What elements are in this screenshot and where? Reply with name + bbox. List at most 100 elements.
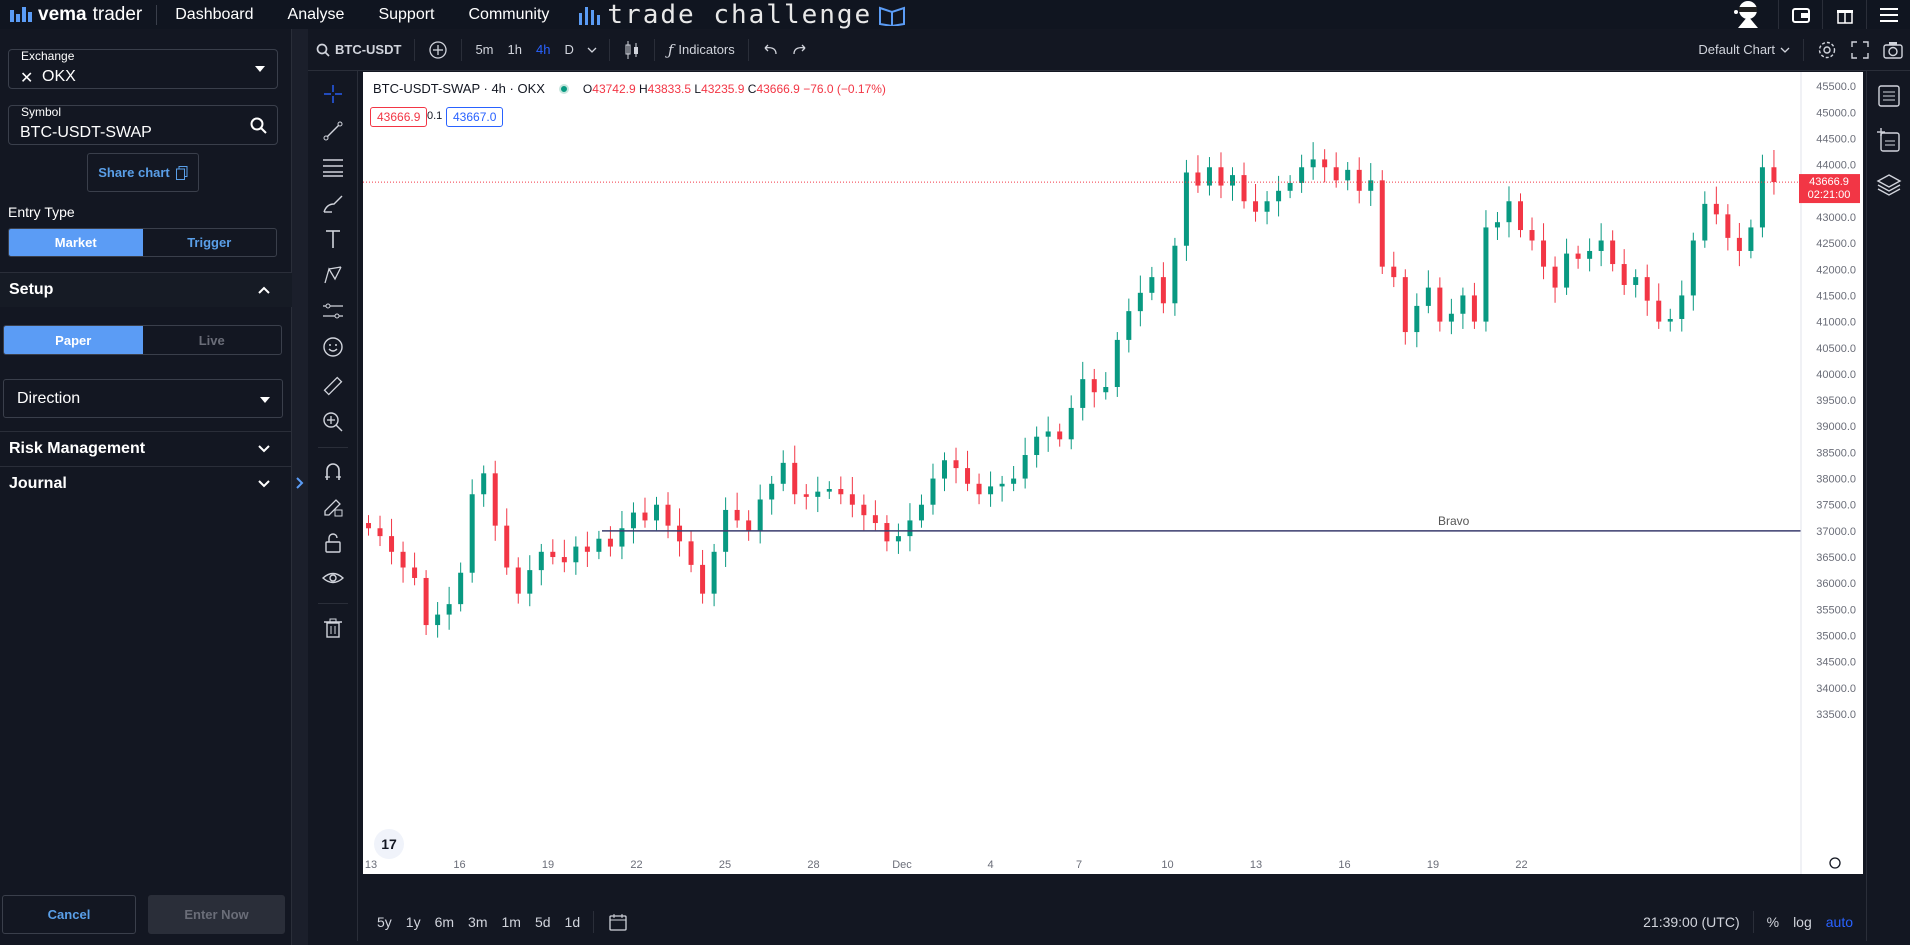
trade-challenge-logo[interactable]: trade challenge (579, 0, 906, 30)
candle-body (527, 570, 533, 594)
add-alert-list-icon[interactable] (1876, 128, 1902, 154)
redo-button[interactable] (792, 44, 808, 56)
sell-price-box[interactable]: 43666.9 (370, 107, 428, 127)
journal-section-header[interactable]: Journal (0, 466, 292, 501)
nav-analyse[interactable]: Analyse (287, 5, 345, 23)
auto-scale-toggle[interactable]: auto (1825, 914, 1853, 930)
crosshair-tool-icon[interactable] (321, 82, 345, 106)
risk-section-header[interactable]: Risk Management (0, 431, 292, 466)
nav-community[interactable]: Community (468, 5, 550, 23)
snapshot-button[interactable] (1883, 41, 1903, 59)
copy-icon (175, 165, 188, 180)
candle-body (1034, 436, 1040, 456)
price-axis[interactable]: 33500.0 34000.0 34500.0 35000.0 35500.0 36000… (1800, 72, 1856, 874)
lock-drawing-pencil-icon[interactable] (321, 495, 345, 519)
log-scale-toggle[interactable]: log (1793, 914, 1812, 930)
brush-tool-icon[interactable] (321, 191, 345, 215)
watchlist-icon[interactable] (1876, 83, 1902, 109)
chevron-down-icon[interactable] (587, 47, 597, 53)
interval-1h[interactable]: 1h (507, 42, 522, 57)
prediction-tool-icon[interactable] (321, 299, 345, 323)
candle-body (642, 512, 648, 521)
magnet-icon[interactable] (321, 459, 345, 483)
nav-support[interactable]: Support (378, 5, 435, 23)
setup-section-header[interactable]: Setup (0, 272, 292, 307)
chart-type-button[interactable] (623, 40, 641, 60)
interval-5m[interactable]: 5m (475, 42, 494, 57)
range-6m[interactable]: 6m (434, 914, 455, 930)
price-tick-label: 37000.0 (1816, 526, 1856, 538)
pattern-tool-icon[interactable] (321, 263, 345, 287)
range-1y[interactable]: 1y (405, 914, 421, 930)
exchange-select[interactable]: Exchange ✕ OKX (8, 49, 278, 89)
entry-market-button[interactable]: Market (9, 229, 143, 256)
price-tick-label: 37500.0 (1816, 500, 1856, 512)
goto-date-icon[interactable] (608, 913, 628, 931)
text-tool-icon[interactable] (321, 227, 345, 251)
layers-icon[interactable] (1876, 172, 1902, 198)
chart-toolbar: BTC-USDT 5m 1h 4h D ƒ Indicators Default… (308, 29, 1910, 71)
cancel-button[interactable]: Cancel (2, 895, 136, 934)
candle-body (607, 538, 613, 547)
setup-label: Setup (9, 281, 54, 298)
fullscreen-button[interactable] (1851, 40, 1869, 59)
paper-mode-button[interactable]: Paper (4, 326, 143, 354)
price-tick-label: 42000.0 (1816, 264, 1856, 276)
range-3m[interactable]: 3m (468, 914, 488, 930)
search-icon[interactable] (250, 117, 268, 135)
candle-body (1011, 478, 1017, 484)
symbol-input[interactable]: Symbol BTC-USDT-SWAP (8, 105, 278, 145)
settings-button[interactable] (1817, 40, 1837, 60)
buy-price-box[interactable]: 43667.0 (446, 107, 504, 127)
interval-4h[interactable]: 4h (535, 42, 551, 57)
percent-scale-toggle[interactable]: % (1766, 914, 1780, 930)
zoom-tool-icon[interactable] (321, 410, 345, 434)
layout-select[interactable]: Default Chart (1698, 42, 1790, 57)
candle-body (458, 572, 464, 605)
candle-body (1425, 287, 1431, 306)
utc-clock[interactable]: 21:39:00 (UTC) (1643, 914, 1740, 930)
candle-body (895, 536, 901, 542)
share-chart-button[interactable]: Share chart (87, 153, 199, 192)
symbol-search-button[interactable]: BTC-USDT (316, 42, 401, 57)
candle-body (1345, 169, 1351, 181)
time-tick-label: 13 (1250, 859, 1262, 871)
candle-body (1656, 300, 1662, 322)
live-mode-button[interactable]: Live (198, 332, 225, 348)
entry-trigger-button[interactable]: Trigger (187, 235, 232, 250)
sidebar-collapse-strip[interactable] (292, 29, 308, 945)
time-tick-label: 7 (1076, 859, 1082, 871)
range-5d[interactable]: 5d (534, 914, 551, 930)
candle-body (584, 546, 590, 552)
trendline-tool-icon[interactable] (321, 119, 345, 143)
axis-settings-icon[interactable] (1829, 857, 1841, 869)
range-1m[interactable]: 1m (501, 914, 521, 930)
emoji-tool-icon[interactable] (321, 335, 345, 359)
interval-d[interactable]: D (564, 42, 574, 57)
undo-button[interactable] (762, 44, 778, 56)
time-axis[interactable]: 13 16 19 22 25 28 Dec 4 7 10 13 16 19 22 (363, 857, 1863, 874)
range-1d[interactable]: 1d (564, 914, 581, 930)
menu-icon[interactable] (1866, 0, 1910, 29)
candlestick-chart[interactable]: Bravo 33500.0 34000.0 34500.0 35000.0 35500.… (363, 72, 1863, 874)
brand-logo[interactable]: vema trader (10, 4, 142, 26)
wallet-icon[interactable] (1778, 0, 1822, 29)
price-chart[interactable]: Bravo 33500.0 34000.0 34500.0 35000.0 35500.… (363, 72, 1863, 874)
lock-icon[interactable] (321, 531, 345, 555)
eye-icon[interactable] (321, 566, 345, 590)
direction-select[interactable]: Direction (3, 379, 283, 418)
avatar[interactable] (1718, 0, 1778, 29)
last-price-value: 43666.9 (1809, 176, 1849, 188)
chevron-right-icon (296, 477, 304, 489)
candle-body (1748, 227, 1754, 251)
ruler-tool-icon[interactable] (321, 374, 345, 398)
trash-icon[interactable] (321, 616, 345, 640)
gift-icon[interactable] (1822, 0, 1866, 29)
nav-dashboard[interactable]: Dashboard (175, 5, 254, 23)
fib-tool-icon[interactable] (321, 155, 345, 179)
indicators-button[interactable]: ƒ Indicators (668, 41, 735, 59)
tradingview-logo-icon[interactable]: 17 (374, 829, 404, 859)
enter-now-button[interactable]: Enter Now (148, 895, 285, 934)
range-5y[interactable]: 5y (377, 914, 392, 930)
compare-symbol-button[interactable] (428, 40, 448, 60)
